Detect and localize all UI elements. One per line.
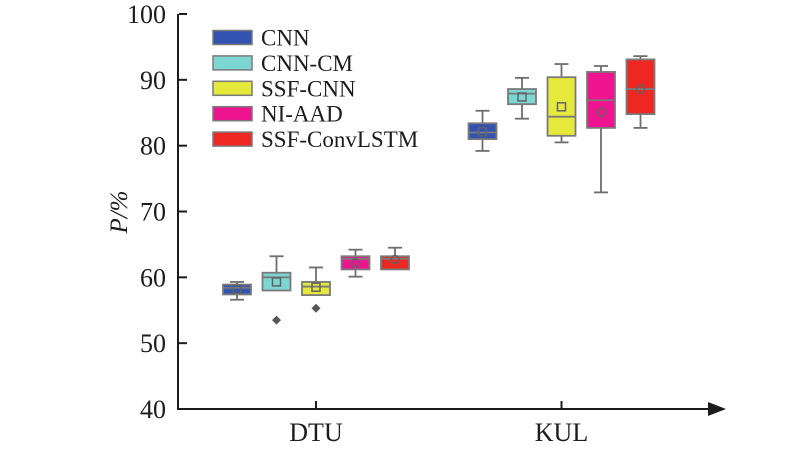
box-cnn-cm-kul	[507, 88, 537, 106]
y-tick-label: 50	[140, 329, 166, 358]
mean-square-marker-ssf-cnn-dtu	[311, 282, 321, 292]
legend-swatch-ssf-cnn	[212, 80, 253, 97]
box-ssf-cnn-dtu	[301, 281, 331, 297]
box-cnn-cm-dtu	[261, 271, 292, 292]
mean-square-marker-ssf-cnn-kul	[556, 102, 567, 112]
box-ssf-cnn-kul	[546, 76, 577, 137]
legend-swatch-ssf-convlstm	[212, 131, 253, 147]
legend-swatch-cnn	[212, 29, 253, 46]
box-cnn-kul	[467, 122, 498, 140]
mean-square-marker-cnn-dtu	[232, 284, 242, 294]
x-axis-arrowhead-icon	[708, 402, 726, 416]
x-category-label: DTU	[289, 418, 343, 447]
y-tick-label: 90	[140, 66, 166, 95]
outlier-diamond-ssf-cnn-dtu	[311, 303, 321, 313]
y-tick-label: 100	[127, 0, 166, 29]
mean-square-marker-cnn-kul	[477, 127, 488, 137]
y-tick-label: 70	[140, 198, 166, 227]
x-category-label: KUL	[535, 418, 588, 447]
y-tick-label: 80	[140, 132, 166, 161]
legend-label-ssf-cnn: SSF-CNN	[261, 76, 356, 101]
y-tick-label: 60	[140, 263, 166, 292]
legend-swatch-ni-aad	[212, 105, 253, 122]
legend-label-ni-aad: NI-AAD	[261, 102, 343, 127]
legend-swatch-cnn-cm	[212, 55, 253, 71]
mean-square-marker-cnn-cm-kul	[517, 92, 527, 102]
mean-circle-marker-ni-aad-dtu	[350, 258, 361, 268]
mean-circle-marker-ssf-convlstm-dtu	[390, 254, 400, 265]
mean-circle-marker-ni-aad-kul	[596, 107, 606, 117]
outlier-diamond-cnn-cm-dtu	[272, 315, 281, 325]
mean-circle-marker-ssf-convlstm-kul	[635, 84, 646, 94]
legend-label-cnn: CNN	[261, 26, 310, 51]
legend-label-cnn-cm: CNN-CM	[261, 51, 353, 76]
y-axis-title: P/%	[106, 190, 133, 234]
y-tick-label: 40	[140, 395, 166, 424]
box-ssf-convlstm-kul	[625, 58, 656, 115]
mean-square-marker-cnn-cm-dtu	[271, 277, 282, 287]
legend-label-ssf-convlstm: SSF-ConvLSTM	[261, 127, 418, 152]
